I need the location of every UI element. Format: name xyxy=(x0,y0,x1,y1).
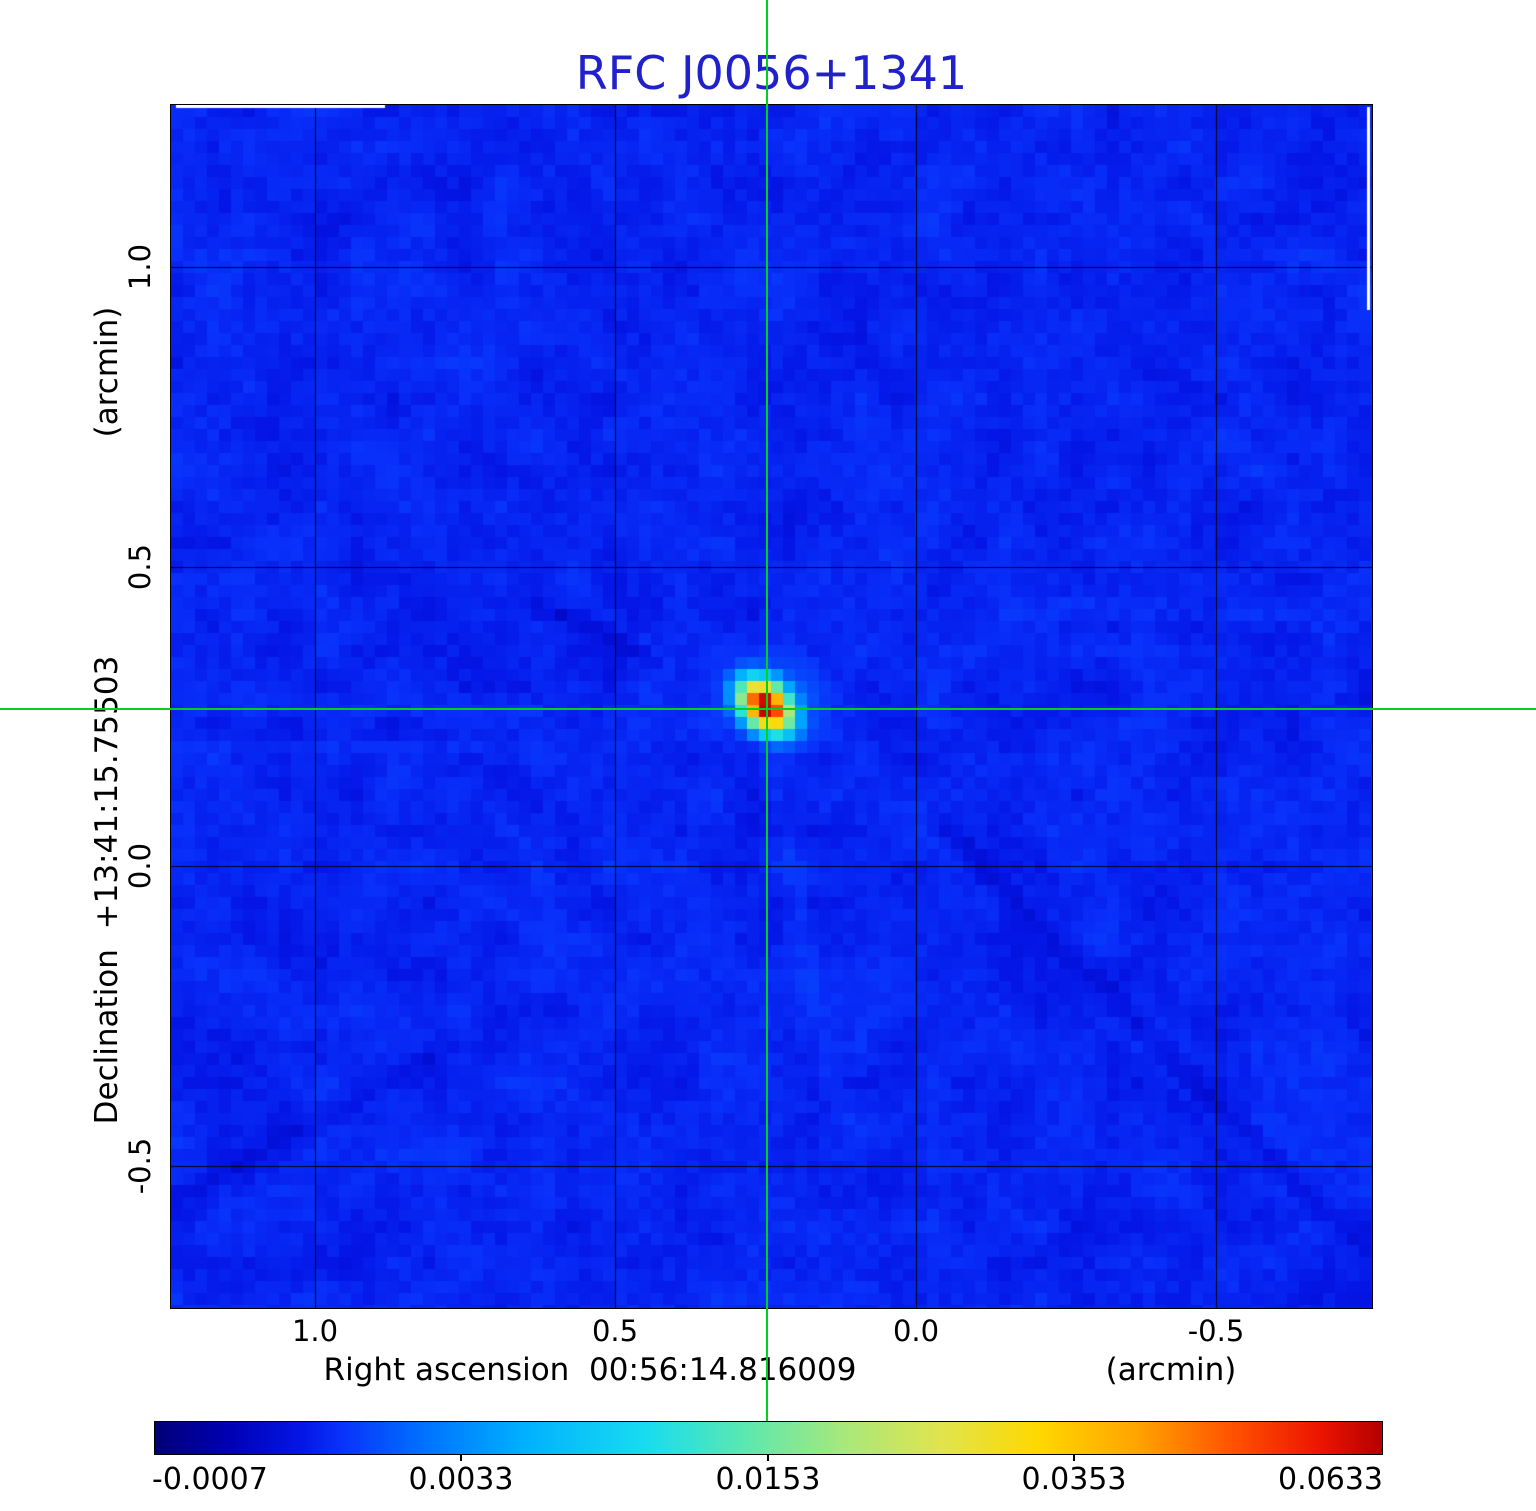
x-tick-label: 0.5 xyxy=(591,1314,639,1348)
y-tick-label: 0.0 xyxy=(123,842,157,890)
colorbar-label: 0.0033 xyxy=(408,1462,514,1497)
crosshair-horizontal-line xyxy=(0,708,1536,710)
y-tick-label: -0.5 xyxy=(123,1137,157,1195)
colorbar-gradient xyxy=(154,1421,1383,1455)
colorbar-label: 0.0633 xyxy=(1278,1462,1383,1497)
crosshair-vertical-line xyxy=(766,0,768,1421)
colorbar-tick xyxy=(767,1454,769,1461)
x-tick-label: 1.0 xyxy=(291,1314,339,1348)
colorbar-label: 0.0153 xyxy=(715,1462,821,1497)
y-tick-label: 0.5 xyxy=(123,543,157,591)
x-tick-label: 0.0 xyxy=(892,1314,940,1348)
radio-map-heatmap xyxy=(171,105,1372,1308)
colorbar-label: -0.0007 xyxy=(152,1462,268,1497)
y-axis-unit-label: (arcmin) xyxy=(89,306,125,438)
page-title: RFC J0056+1341 xyxy=(575,46,968,100)
x-axis-unit-label: (arcmin) xyxy=(1105,1352,1237,1388)
colorbar-tick xyxy=(460,1454,462,1461)
colorbar-label: 0.0353 xyxy=(1021,1462,1127,1497)
colorbar-tick xyxy=(1073,1454,1075,1461)
x-tick-label: -0.5 xyxy=(1187,1314,1245,1348)
y-tick-label: 1.0 xyxy=(123,243,157,291)
x-axis-label: Right ascension 00:56:14.816009 xyxy=(323,1352,857,1388)
y-axis-label: Declination +13:41:15.75503 xyxy=(89,655,125,1125)
plot-frame xyxy=(170,104,1373,1309)
